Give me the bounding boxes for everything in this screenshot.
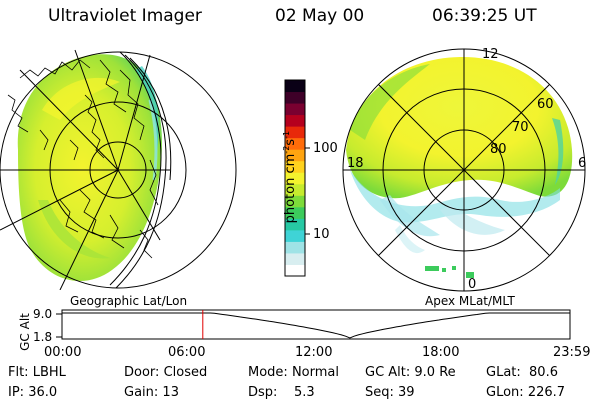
colorbar-segment xyxy=(285,91,305,104)
mode-label: Mode: xyxy=(248,365,288,380)
colorbar-segment xyxy=(285,114,305,127)
mlat-label-70: 70 xyxy=(512,120,529,135)
seq-info: Seq: 39 xyxy=(365,386,415,399)
colorbar-segment xyxy=(285,80,305,93)
glon-label: GLon: xyxy=(486,385,524,400)
gain-label: Gain: xyxy=(124,385,159,400)
colorbar-segment xyxy=(285,160,305,173)
colorbar-segment xyxy=(285,137,305,150)
mlat-label-80: 80 xyxy=(490,142,507,157)
colorbar-segment xyxy=(285,172,305,185)
glat-info: GLat: 80.6 xyxy=(486,366,558,379)
door-label: Door: xyxy=(124,365,160,380)
colorbar xyxy=(284,79,310,277)
mlt-label-12: 12 xyxy=(482,47,499,62)
filter-info: Flt: LBHL xyxy=(8,366,66,379)
gain-info: Gain: 13 xyxy=(124,386,179,399)
ip-info: IP: 36.0 xyxy=(8,386,57,399)
colorbar-segment xyxy=(285,252,305,265)
colorbar-segment xyxy=(285,103,305,116)
colorbar-segment xyxy=(285,264,305,277)
gc-alt-timeline xyxy=(56,309,571,340)
glon-info: GLon: 226.7 xyxy=(486,386,565,399)
x-tick-1200: 12:00 xyxy=(295,345,333,360)
x-tick-2359: 23:59 xyxy=(553,345,591,360)
x-tick-0000: 00:00 xyxy=(44,345,82,360)
mlt-label-6: 6 xyxy=(578,156,587,171)
colorbar-segment xyxy=(285,195,305,208)
x-tick-1800: 18:00 xyxy=(422,345,460,360)
y-tick-1-8: 1.8 xyxy=(33,330,53,344)
colorbar-segment xyxy=(285,241,305,254)
colorbar-tick-label-100: 100 xyxy=(313,141,338,156)
time-display: 06:39:25 UT xyxy=(432,6,537,26)
mlt-label-0: 0 xyxy=(468,277,477,292)
gain-value: 13 xyxy=(162,385,179,400)
right-map-caption: Apex MLat/MLT xyxy=(425,294,515,308)
mode-value: Normal xyxy=(291,365,339,380)
colorbar-tick-label-10: 10 xyxy=(313,227,330,242)
glat-label: GLat: xyxy=(486,365,521,380)
door-value: Closed xyxy=(163,365,208,380)
filter-value: LBHL xyxy=(32,365,66,380)
date-display: 02 May 00 xyxy=(275,6,365,26)
colorbar-segment xyxy=(285,218,305,231)
colorbar-unit: photon cm xyxy=(283,153,299,224)
geographic-map xyxy=(0,49,237,290)
colorbar-segment xyxy=(285,229,305,242)
gc-alt-info: GC Alt: 9.0 Re xyxy=(365,366,456,379)
ip-value: 36.0 xyxy=(28,385,58,400)
mlt-label-18: 18 xyxy=(347,156,364,171)
colorbar-unit-s: s xyxy=(283,138,299,146)
gc-alt-axis-label: GC Alt xyxy=(18,313,32,351)
colorbar-segment xyxy=(285,149,305,162)
dsp-info: Dsp: 5.3 xyxy=(248,386,315,399)
polar-plot xyxy=(342,48,586,292)
mlat-label-60: 60 xyxy=(537,97,554,112)
seq-value: 39 xyxy=(398,385,415,400)
door-info: Door: Closed xyxy=(124,366,207,379)
colorbar-segment xyxy=(285,206,305,219)
dsp-value: 5.3 xyxy=(293,385,315,400)
glon-value: 226.7 xyxy=(527,385,566,400)
seq-label: Seq: xyxy=(365,385,394,400)
dsp-label: Dsp: xyxy=(248,385,278,400)
instrument-title: Ultraviolet Imager xyxy=(48,6,202,26)
glat-value: 80.6 xyxy=(529,365,558,380)
colorbar-label: photon cm-2s-1 xyxy=(281,107,299,247)
colorbar-segment xyxy=(285,126,305,139)
mode-info: Mode: Normal xyxy=(248,366,339,379)
y-tick-9: 9.0 xyxy=(33,307,53,321)
gc-alt-label: GC Alt: xyxy=(365,365,411,380)
ip-label: IP: xyxy=(8,385,25,400)
gc-alt-value: 9.0 Re xyxy=(414,365,456,380)
colorbar-unit-exp2: -1 xyxy=(281,130,291,139)
left-map-caption: Geographic Lat/Lon xyxy=(70,294,188,308)
colorbar-segment xyxy=(285,183,305,196)
colorbar-unit-exp1: -2 xyxy=(281,145,291,154)
x-tick-0600: 06:00 xyxy=(168,345,206,360)
filter-label: Flt: xyxy=(8,365,29,380)
